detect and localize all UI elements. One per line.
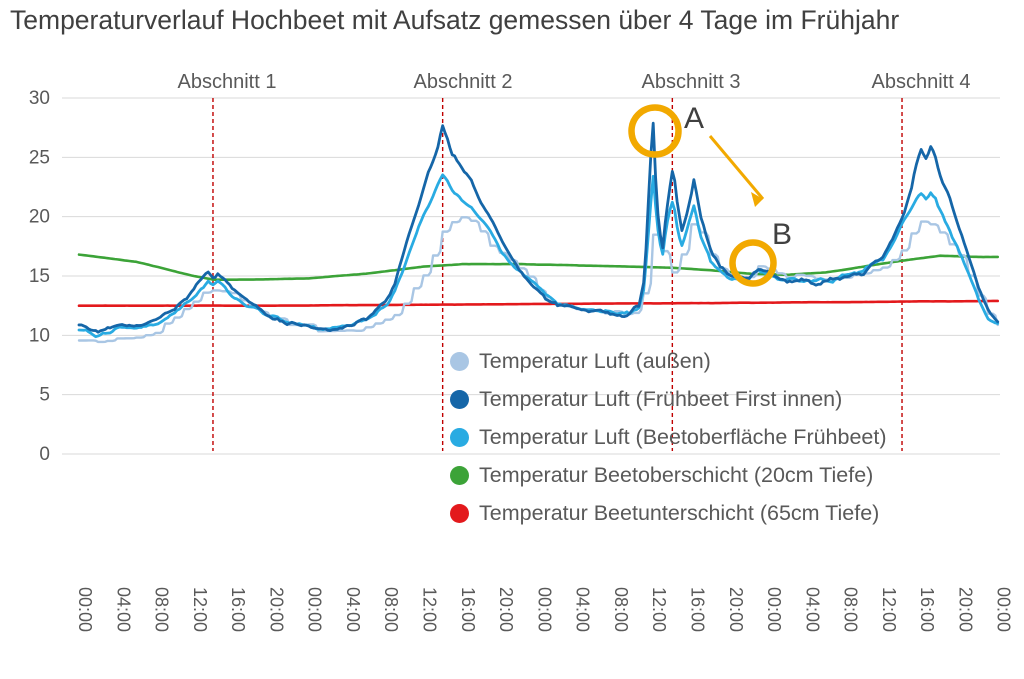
svg-text:Abschnitt 3: Abschnitt 3: [642, 71, 741, 93]
svg-text:08:00: 08:00: [841, 587, 861, 632]
svg-text:Abschnitt 2: Abschnitt 2: [414, 71, 513, 93]
svg-text:Temperaturverlauf Hochbeet mit: Temperaturverlauf Hochbeet mit Aufsatz g…: [10, 5, 899, 35]
svg-text:04:00: 04:00: [573, 587, 593, 632]
svg-text:20:00: 20:00: [955, 587, 975, 632]
svg-text:Abschnitt 1: Abschnitt 1: [178, 71, 277, 93]
svg-text:16:00: 16:00: [228, 587, 248, 632]
svg-text:10: 10: [29, 325, 50, 346]
svg-text:A: A: [684, 102, 704, 135]
svg-text:12:00: 12:00: [190, 587, 210, 632]
svg-text:Abschnitt 4: Abschnitt 4: [872, 71, 971, 93]
svg-text:04:00: 04:00: [113, 587, 133, 632]
svg-text:25: 25: [29, 147, 50, 168]
svg-text:20: 20: [29, 207, 50, 228]
svg-text:00:00: 00:00: [764, 587, 784, 632]
svg-text:04:00: 04:00: [343, 587, 363, 632]
svg-text:00:00: 00:00: [534, 587, 554, 632]
svg-text:15: 15: [29, 266, 50, 287]
svg-text:B: B: [772, 218, 792, 251]
svg-text:08:00: 08:00: [152, 587, 172, 632]
svg-text:08:00: 08:00: [611, 587, 631, 632]
svg-text:0: 0: [39, 444, 50, 465]
svg-text:00:00: 00:00: [305, 587, 325, 632]
svg-text:04:00: 04:00: [802, 587, 822, 632]
svg-text:16:00: 16:00: [687, 587, 707, 632]
svg-text:16:00: 16:00: [458, 587, 478, 632]
svg-text:00:00: 00:00: [75, 587, 95, 632]
svg-text:12:00: 12:00: [649, 587, 669, 632]
svg-text:08:00: 08:00: [381, 587, 401, 632]
svg-text:5: 5: [39, 385, 50, 406]
svg-text:12:00: 12:00: [420, 587, 440, 632]
svg-text:00:00: 00:00: [994, 587, 1014, 632]
svg-text:20:00: 20:00: [726, 587, 746, 632]
svg-text:16:00: 16:00: [917, 587, 937, 632]
svg-text:20:00: 20:00: [266, 587, 286, 632]
svg-text:30: 30: [29, 88, 50, 109]
svg-text:20:00: 20:00: [496, 587, 516, 632]
svg-text:12:00: 12:00: [879, 587, 899, 632]
